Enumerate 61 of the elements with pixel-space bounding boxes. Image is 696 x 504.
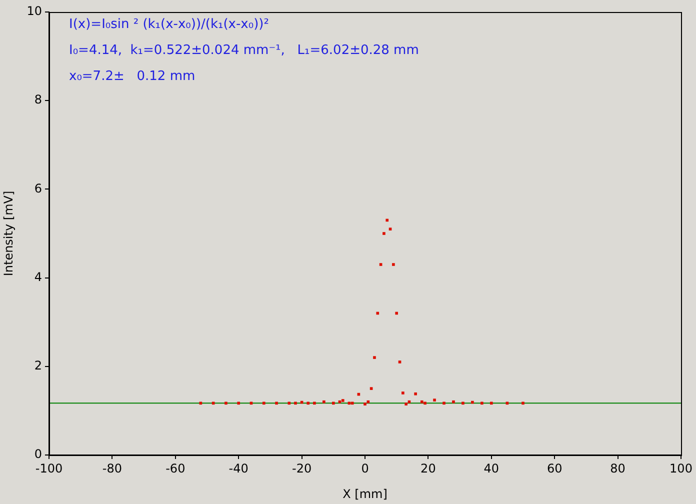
point xyxy=(490,402,493,405)
y-tick-label: 0 xyxy=(34,447,42,462)
point xyxy=(382,232,386,235)
point xyxy=(288,402,291,405)
point xyxy=(395,312,398,315)
point xyxy=(522,402,524,405)
point xyxy=(262,402,266,405)
annotation: I(x)=I₀sin ² (k₁(x-x₀))/(k₁(x-x₀))² xyxy=(69,17,269,32)
point xyxy=(424,402,426,405)
point xyxy=(370,387,373,390)
y-tick-label: 6 xyxy=(34,181,42,196)
point xyxy=(388,228,392,230)
annotation: I₀=4.14, k₁=0.522±0.024 mm⁻¹, L₁=6.02±0.28 mm xyxy=(69,43,419,58)
point xyxy=(402,392,404,394)
point xyxy=(452,400,455,404)
x-tick-label: 60 xyxy=(546,461,562,476)
point xyxy=(373,356,376,359)
y-axis-title: Intensity [mV] xyxy=(1,190,16,276)
annotation: x₀=7.2± 0.12 mm xyxy=(69,69,196,84)
point xyxy=(350,402,354,405)
point xyxy=(313,402,316,405)
x-tick-label: 80 xyxy=(610,461,626,476)
x-tick-label: 0 xyxy=(361,461,369,476)
y-tick-label: 4 xyxy=(34,270,42,284)
point xyxy=(408,400,411,404)
x-tick-label: -100 xyxy=(35,461,63,476)
y-tick-label: 8 xyxy=(34,92,42,107)
point xyxy=(480,402,484,405)
x-tick-label: -60 xyxy=(166,461,186,476)
point xyxy=(471,400,474,404)
point xyxy=(306,402,310,405)
point xyxy=(420,400,424,404)
x-tick-label: 20 xyxy=(420,461,436,476)
x-tick-label: -80 xyxy=(102,461,122,476)
point xyxy=(404,402,408,406)
x-tick-label: -40 xyxy=(228,461,248,476)
point xyxy=(275,402,278,405)
x-tick-label: 40 xyxy=(484,461,500,476)
point xyxy=(398,360,402,364)
x-axis-title: X [mm] xyxy=(342,486,388,501)
y-tick-label: 10 xyxy=(26,4,42,18)
y-tick-label: 2 xyxy=(34,358,42,373)
point xyxy=(462,402,464,405)
point xyxy=(386,218,389,222)
point xyxy=(237,402,240,405)
point xyxy=(366,400,370,404)
point xyxy=(379,263,382,266)
point xyxy=(414,392,417,396)
point xyxy=(322,400,326,404)
point xyxy=(294,402,297,405)
point xyxy=(341,399,344,402)
point xyxy=(376,312,380,315)
point xyxy=(224,402,228,405)
point xyxy=(442,402,446,405)
point xyxy=(392,263,395,266)
point xyxy=(433,398,436,402)
point xyxy=(338,400,342,404)
point xyxy=(364,402,366,406)
x-tick-label: -20 xyxy=(292,461,312,476)
x-tick-label: 100 xyxy=(670,461,692,476)
point xyxy=(332,402,335,405)
